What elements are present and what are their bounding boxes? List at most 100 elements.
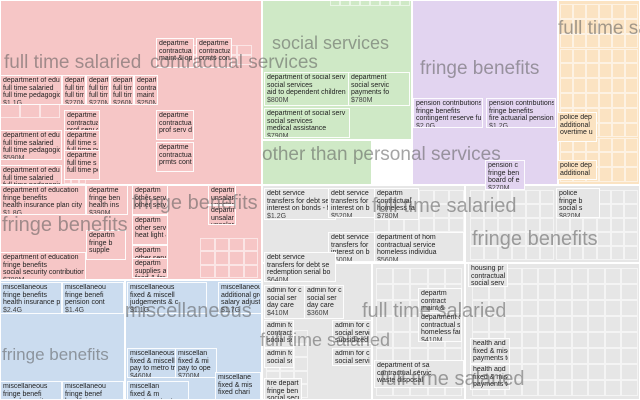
minor-cell: [521, 284, 539, 300]
treemap-cell: admin for c social servi subsidized: [332, 320, 372, 344]
treemap-cell: health and h fixed & misc payments to: [470, 364, 510, 390]
minor-cell: [588, 332, 605, 348]
cell-label-line: department of social serv: [267, 74, 346, 81]
minor-cell: [538, 316, 555, 332]
group-block: [412, 0, 558, 185]
minor-cell: [488, 300, 506, 316]
cell-label-line: department: [65, 77, 84, 84]
minor-cell: [625, 18, 638, 34]
minor-cell: [484, 218, 498, 232]
minor-cell: [599, 4, 612, 19]
minor-cell: [449, 204, 464, 218]
minor-cell: [560, 33, 573, 49]
minor-cell: [498, 232, 512, 246]
cell-label-line: miscellaneous: [130, 284, 175, 291]
cell-label-line: fringe benefi: [3, 390, 42, 398]
cell-value: $250M: [137, 99, 156, 105]
cell-label-line: department of education: [3, 254, 79, 261]
cell-label: department of education fringe benefits so…: [3, 254, 84, 279]
minor-cell: [612, 33, 625, 49]
minor-cell: [400, 0, 410, 6]
minor-cell: [624, 218, 638, 232]
cell-label-line: police: [559, 190, 578, 197]
cell-label-line: food & fora: [135, 275, 166, 277]
minor-cell: [555, 300, 572, 316]
minor-cell: [419, 190, 434, 204]
cell-label-line: miscellaneou: [65, 284, 106, 291]
minor-cell: [599, 167, 612, 182]
cell-value: $560M: [377, 256, 399, 262]
minor-cell: [540, 204, 554, 218]
minor-cell: [427, 268, 445, 284]
minor-cell: [498, 246, 512, 260]
cell-label-line: day care: [307, 302, 334, 310]
cell-label-line: department of education: [3, 167, 60, 174]
cell-label: debt service transfers for interest on b $5…: [331, 234, 374, 261]
minor-cell: [586, 93, 599, 108]
minor-cell: [583, 246, 597, 260]
minor-cell: [588, 284, 605, 300]
cell-label-line: debt service: [267, 254, 305, 261]
treemap-cell: departmentfull time salfull time pe$270M: [62, 75, 86, 105]
cell-label-line: unsalar: [211, 214, 234, 222]
minor-cell: [294, 343, 308, 358]
minor-cell: [521, 380, 539, 396]
minor-cell: [599, 137, 612, 153]
cell-label-line: fringe benefits: [3, 261, 47, 269]
cell-value: $360M: [307, 309, 329, 317]
minor-cell: [526, 218, 540, 232]
cell-label-line: full time pedagogical: [3, 182, 60, 184]
minor-cell: [612, 93, 625, 108]
treemap-cell: departme fringe ben health ins $390M: [86, 185, 128, 215]
minor-cell: [612, 152, 625, 168]
cell-label-line: miscellaneous: [221, 284, 260, 291]
minor-cell: [604, 332, 622, 348]
cell-label-line: health ins: [89, 202, 119, 210]
minor-cell: [588, 316, 605, 332]
cell-label-line: social servi: [335, 357, 370, 365]
cell-value: $1.8G: [3, 209, 23, 215]
minor-cell: [330, 0, 340, 6]
cell-label-line: department: [351, 74, 387, 81]
cell-label-line: full time salaried: [3, 84, 54, 92]
minor-cell: [586, 63, 599, 79]
cell-label-line: full time s: [67, 159, 97, 167]
treemap-cell: debt service transfers for interest on b $5…: [328, 232, 376, 262]
cell-label-line: full time pe: [113, 92, 132, 100]
cell-label-line: full time pe: [89, 92, 108, 100]
minor-cell: [604, 316, 622, 332]
minor-cell: [449, 218, 464, 232]
minor-cell: [555, 332, 572, 348]
minor-cell: [588, 364, 605, 380]
minor-cell: [625, 63, 638, 79]
minor-cell: [470, 232, 484, 246]
treemap-cell: department of education fringe benefits he…: [0, 185, 86, 215]
cell-label: department of educationfull time salarie…: [3, 132, 60, 159]
cell-label-line: debt service: [331, 190, 369, 197]
treemap-cell: department of sa contractual servic waste …: [374, 360, 464, 388]
minor-cell: [599, 18, 612, 34]
cell-label-line: contractu: [267, 329, 292, 337]
minor-cell: [573, 33, 586, 49]
cell-label-line: full time sal: [65, 84, 84, 92]
minor-cell: [521, 364, 539, 380]
cell-label: housing pr contractual social serv: [471, 265, 506, 286]
cell-label-line: prmts contra: [199, 55, 230, 63]
cell-label-line: housing pr: [471, 265, 504, 272]
minor-cell: [586, 78, 599, 93]
cell-label-line: contractual service: [377, 241, 436, 249]
treemap-cell: departm unsalar unsalar: [208, 205, 236, 225]
cell-label-line: departm: [211, 187, 234, 194]
cell-label-line: department: [137, 77, 156, 84]
minor-cell: [586, 18, 599, 34]
minor-cell: [505, 284, 522, 300]
minor-cell: [625, 107, 638, 123]
cell-label-line: transfers for: [331, 197, 369, 205]
minor-cell: [583, 218, 597, 232]
cell-label-line: fringe benefits: [489, 107, 533, 115]
cell-label-line: additional gross: [221, 291, 260, 299]
minor-cell: [484, 246, 498, 260]
cell-label-line: pension c: [488, 162, 518, 169]
